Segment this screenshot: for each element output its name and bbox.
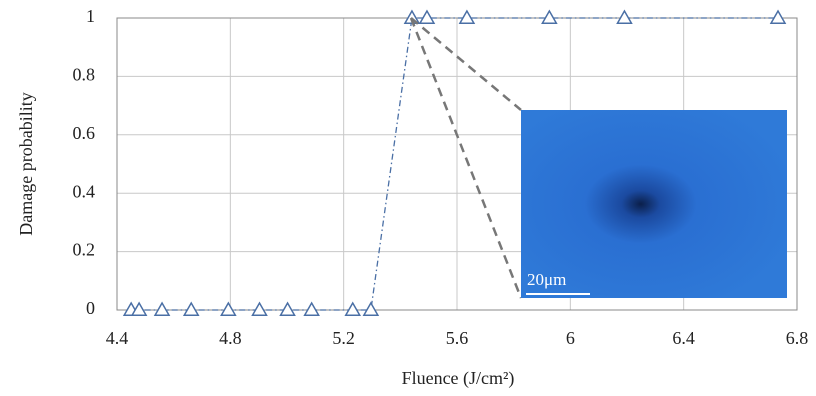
x-tick-label: 5.2: [332, 328, 355, 348]
data-point: [153, 301, 171, 316]
data-point: [616, 9, 633, 24]
x-tick-label: 4.8: [219, 328, 242, 348]
y-tick-label: 0.4: [73, 181, 96, 201]
inset-image: [521, 110, 787, 298]
data-point: [220, 301, 237, 316]
data-point: [769, 9, 787, 24]
y-tick-label: 0.6: [73, 123, 96, 143]
data-point: [541, 9, 558, 24]
x-tick-label: 6.4: [672, 328, 695, 348]
data-point: [344, 301, 362, 316]
data-point: [303, 301, 320, 316]
y-tick-label: 0: [86, 298, 95, 318]
plot-frame: [116, 17, 798, 311]
data-point: [458, 9, 476, 24]
y-axis-label: Damage probability: [16, 92, 36, 235]
scale-label: 20μm: [527, 270, 566, 289]
series-line: [131, 17, 779, 311]
data-point: [251, 301, 268, 316]
data-point: [418, 9, 436, 24]
data-point: [362, 301, 380, 316]
zoom-line: [409, 17, 523, 299]
x-tick-label: 6: [566, 328, 575, 348]
zoom-line: [410, 17, 522, 111]
y-tick-label: 0.2: [73, 240, 96, 260]
data-point: [279, 301, 296, 316]
x-tick-label: 6.8: [786, 328, 809, 348]
x-tick-label: 5.6: [446, 328, 469, 348]
y-tick-label: 0.8: [73, 65, 96, 85]
y-tick-label: 1: [86, 6, 95, 26]
data-point: [182, 301, 200, 316]
x-axis-label: Fluence (J/cm²): [402, 368, 515, 389]
data-point: [130, 301, 148, 316]
x-tick-label: 4.4: [106, 328, 129, 348]
